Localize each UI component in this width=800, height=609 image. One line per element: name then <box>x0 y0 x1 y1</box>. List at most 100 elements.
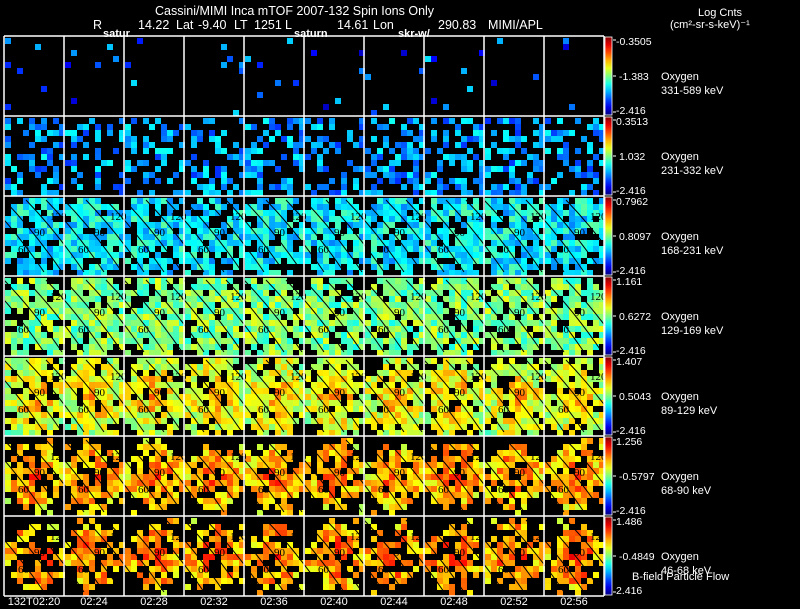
pixel-cell <box>335 468 341 474</box>
pixel-cell <box>539 388 545 394</box>
pixel-cell <box>59 474 65 480</box>
pixel-cell <box>143 252 149 258</box>
pixel-cell <box>497 166 503 172</box>
pixel-cell <box>557 400 563 406</box>
pixel-cell <box>593 344 599 350</box>
pixel-cell <box>329 246 335 252</box>
pixel-cell <box>119 542 125 548</box>
pixel-cell <box>221 166 227 172</box>
pixel-cell <box>569 450 575 456</box>
pixel-cell <box>503 136 509 142</box>
pixel-cell <box>491 320 497 326</box>
pixel-cell <box>527 406 533 412</box>
pixel-cell <box>161 198 167 204</box>
pixel-cell <box>515 118 521 124</box>
pixel-cell <box>71 160 77 166</box>
pixel-cell <box>281 560 287 566</box>
pixel-cell <box>317 350 323 356</box>
pixel-cell <box>305 234 311 240</box>
pixel-cell <box>23 246 29 252</box>
pixel-cell <box>215 492 221 498</box>
pixel-cell <box>341 444 347 450</box>
pixel-map <box>5 118 65 196</box>
pixel-cell <box>203 370 209 376</box>
pixel-cell <box>335 388 341 394</box>
pixel-cell <box>515 578 521 584</box>
pixel-cell <box>143 486 149 492</box>
pixel-cell <box>539 246 545 252</box>
pixel-cell <box>389 504 395 510</box>
pixel-cell <box>281 184 287 190</box>
pixel-cell <box>275 284 281 290</box>
pixel-cell <box>437 474 443 480</box>
pixel-cell <box>221 44 227 50</box>
pixel-cell <box>395 278 401 284</box>
pixel-cell <box>227 178 233 184</box>
pixel-cell <box>47 406 53 412</box>
pixel-cell <box>239 314 245 320</box>
pixel-cell <box>29 246 35 252</box>
pixel-cell <box>53 228 59 234</box>
pixel-cell <box>407 548 413 554</box>
pixel-cell <box>113 148 119 154</box>
pixel-cell <box>371 400 377 406</box>
pixel-cell <box>575 320 581 326</box>
pixel-cell <box>569 278 575 284</box>
pixel-cell <box>275 252 281 258</box>
pixel-cell <box>599 246 605 252</box>
pixel-cell <box>137 198 143 204</box>
pixel-cell <box>563 234 569 240</box>
pixel-cell <box>491 246 497 252</box>
pixel-cell <box>461 382 467 388</box>
pixel-cell <box>311 216 317 222</box>
pixel-cell <box>395 542 401 548</box>
pixel-cell <box>317 302 323 308</box>
pixel-cell <box>317 326 323 332</box>
pixel-cell <box>83 584 89 590</box>
pixel-cell <box>461 184 467 190</box>
pixel-cell <box>497 284 503 290</box>
pixel-cell <box>587 216 593 222</box>
pixel-cell <box>575 228 581 234</box>
pixel-cell <box>257 444 263 450</box>
pixel-cell <box>503 270 509 276</box>
pixel-cell <box>521 210 527 216</box>
pixel-cell <box>281 480 287 486</box>
pixel-cell <box>587 486 593 492</box>
pixel-cell <box>215 542 221 548</box>
pixel-cell <box>143 172 149 178</box>
pixel-cell <box>407 450 413 456</box>
pixel-cell <box>137 258 143 264</box>
pixel-cell <box>221 246 227 252</box>
pixel-cell <box>389 480 395 486</box>
pixel-cell <box>395 296 401 302</box>
pixel-cell <box>233 264 239 270</box>
pixel-cell <box>269 216 275 222</box>
pixel-cell <box>203 252 209 258</box>
ephem-lt-label: LT <box>234 18 248 32</box>
pixel-cell <box>557 430 563 436</box>
pixel-cell <box>473 228 479 234</box>
pixel-cell <box>419 418 425 424</box>
pixel-cell <box>323 246 329 252</box>
pixel-cell <box>257 302 263 308</box>
pixel-cell <box>581 302 587 308</box>
pixel-cell <box>101 418 107 424</box>
pixel-cell <box>569 338 575 344</box>
pixel-cell <box>407 130 413 136</box>
pixel-cell <box>503 204 509 210</box>
pixel-cell <box>5 394 11 400</box>
pixel-cell <box>173 338 179 344</box>
pixel-cell <box>263 418 269 424</box>
pixel-cell <box>35 492 41 498</box>
pixel-cell <box>113 388 119 394</box>
pixel-cell <box>551 130 557 136</box>
pixel-cell <box>65 474 71 480</box>
pixel-cell <box>515 326 521 332</box>
pixel-cell <box>53 424 59 430</box>
pixel-cell <box>377 198 383 204</box>
pixel-cell <box>179 560 185 566</box>
pixel-cell <box>317 400 323 406</box>
pixel-cell <box>233 572 239 578</box>
pixel-cell <box>395 388 401 394</box>
